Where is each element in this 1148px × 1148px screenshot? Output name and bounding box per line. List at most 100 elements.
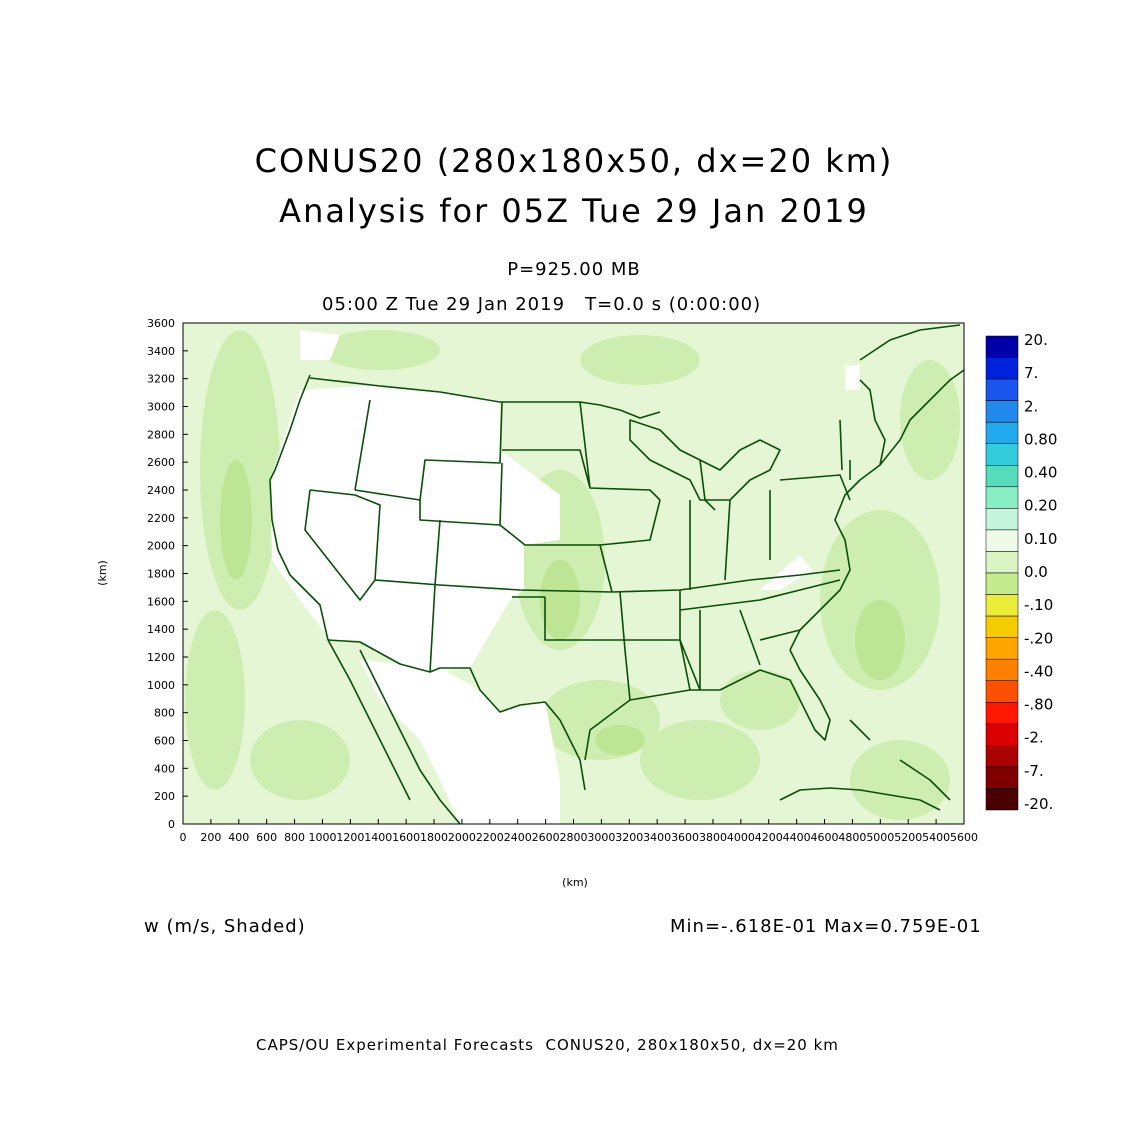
x-tick-label: 4200 [755, 831, 783, 844]
x-tick-label: 1400 [364, 831, 392, 844]
colorbar-swatch [985, 637, 1019, 660]
x-tick-label: 400 [228, 831, 249, 844]
colorbar-label: 0.80 [1024, 430, 1057, 448]
y-tick-label: 1200 [147, 651, 175, 664]
y-tick-label: 2400 [147, 484, 175, 497]
colorbar-label: 7. [1024, 364, 1038, 382]
colorbar-swatch [985, 529, 1019, 552]
colorbar-swatch [985, 658, 1019, 681]
colorbar-swatch [985, 680, 1019, 703]
x-tick-label: 200 [200, 831, 221, 844]
x-tick-label: 1200 [336, 831, 364, 844]
y-tick-label: 600 [154, 735, 175, 748]
y-tick-label: 1000 [147, 679, 175, 692]
colorbar-swatch [985, 400, 1019, 423]
x-tick-label: 2400 [504, 831, 532, 844]
x-tick-label: 1600 [392, 831, 420, 844]
shaded-field [183, 323, 964, 824]
x-tick-label: 4600 [811, 831, 839, 844]
x-tick-label: 1000 [308, 831, 336, 844]
valid-time-label: 05:00 Z Tue 29 Jan 2019 T=0.0 s (0:00:00… [322, 294, 762, 315]
footer-credit: CAPS/OU Experimental Forecasts CONUS20, … [256, 1036, 839, 1054]
x-tick-label: 2000 [448, 831, 476, 844]
pressure-level-label: P=925.00 MB [507, 259, 641, 280]
y-tick-label: 2200 [147, 512, 175, 525]
x-tick-label: 4000 [727, 831, 755, 844]
colorbar-label: -2. [1024, 729, 1044, 747]
colorbar-label: -20. [1024, 795, 1053, 813]
map-boundaries [269, 324, 964, 824]
y-tick-label: 1800 [147, 568, 175, 581]
y-tick-label: 800 [154, 707, 175, 720]
y-tick-label: 2600 [147, 456, 175, 469]
y-tick-label: 400 [154, 762, 175, 775]
colorbar-label: -7. [1024, 762, 1044, 780]
colorbar-label: 0.10 [1024, 530, 1057, 548]
y-tick-label: 2800 [147, 428, 175, 441]
x-axis-label: (km) [562, 876, 588, 889]
colorbar-swatch [985, 465, 1019, 488]
colorbar-label: -.10 [1024, 596, 1053, 614]
colorbar-swatch [985, 551, 1019, 574]
y-tick-label: 1400 [147, 623, 175, 636]
x-tick-label: 800 [284, 831, 305, 844]
colorbar-swatch [985, 357, 1019, 380]
x-axis: 0 200 400 600 800 1000 1200 1400 1600 1800 2000 220… [180, 819, 978, 844]
y-tick-label: 0 [168, 818, 175, 831]
x-tick-label: 3400 [643, 831, 671, 844]
y-tick-label: 3600 [147, 317, 175, 330]
colorbar-label: -.20 [1024, 629, 1053, 647]
colorbar-swatch [985, 702, 1019, 725]
colorbar-label: 0.40 [1024, 464, 1057, 482]
x-tick-label: 3600 [671, 831, 699, 844]
x-tick-label: 5400 [922, 831, 950, 844]
x-tick-label: 600 [256, 831, 277, 844]
x-tick-label: 5600 [950, 831, 978, 844]
x-tick-label: 3800 [699, 831, 727, 844]
colorbar-label: 0.20 [1024, 497, 1057, 515]
y-tick-label: 3000 [147, 401, 175, 414]
x-tick-label: 1800 [420, 831, 448, 844]
colorbar-swatch [985, 378, 1019, 401]
min-max-label: Min=-.618E-01 Max=0.759E-01 [670, 916, 982, 937]
x-tick-label: 3200 [615, 831, 643, 844]
y-tick-label: 200 [154, 790, 175, 803]
colorbar-label: 2. [1024, 397, 1038, 415]
colorbar-swatch [985, 572, 1019, 595]
x-tick-label: 4400 [783, 831, 811, 844]
colorbar-swatch [985, 723, 1019, 746]
y-axis-label: (km) [96, 560, 109, 586]
x-tick-label: 0 [180, 831, 187, 844]
x-tick-label: 4800 [838, 831, 866, 844]
colorbar-swatch [985, 788, 1019, 811]
colorbar-swatch [985, 766, 1019, 789]
x-tick-label: 2200 [476, 831, 504, 844]
colorbar-swatch [985, 615, 1019, 638]
x-tick-label: 5200 [894, 831, 922, 844]
colorbar-label: -.40 [1024, 662, 1053, 680]
colorbar-swatch [985, 486, 1019, 509]
colorbar-swatch [985, 335, 1019, 358]
colorbar-swatch [985, 508, 1019, 531]
plot-title-line2: Analysis for 05Z Tue 29 Jan 2019 [279, 192, 869, 230]
y-tick-label: 1600 [147, 595, 175, 608]
colorbar-swatch [985, 594, 1019, 617]
y-tick-label: 2000 [147, 540, 175, 553]
y-tick-label: 3400 [147, 345, 175, 358]
y-axis: 0 200 400 600 800 1000 1200 1400 1600 1800 2000 220… [147, 317, 188, 831]
x-tick-label: 5000 [866, 831, 894, 844]
variable-label: w (m/s, Shaded) [144, 916, 306, 937]
colorbar: 20. 7. 2. 0.80 0.40 0.20 0.10 0.0 -.10 -.20 -.40 -.… [985, 331, 1057, 813]
colorbar-label: 20. [1024, 331, 1048, 349]
colorbar-label: -.80 [1024, 696, 1053, 714]
plot-title-line1: CONUS20 (280x180x50, dx=20 km) [254, 142, 894, 180]
x-tick-label: 2800 [560, 831, 588, 844]
colorbar-swatch [985, 443, 1019, 466]
x-tick-label: 3000 [587, 831, 615, 844]
x-tick-label: 2600 [532, 831, 560, 844]
colorbar-swatch [985, 421, 1019, 444]
colorbar-label: 0.0 [1024, 563, 1048, 581]
y-tick-label: 3200 [147, 373, 175, 386]
colorbar-swatch [985, 745, 1019, 768]
